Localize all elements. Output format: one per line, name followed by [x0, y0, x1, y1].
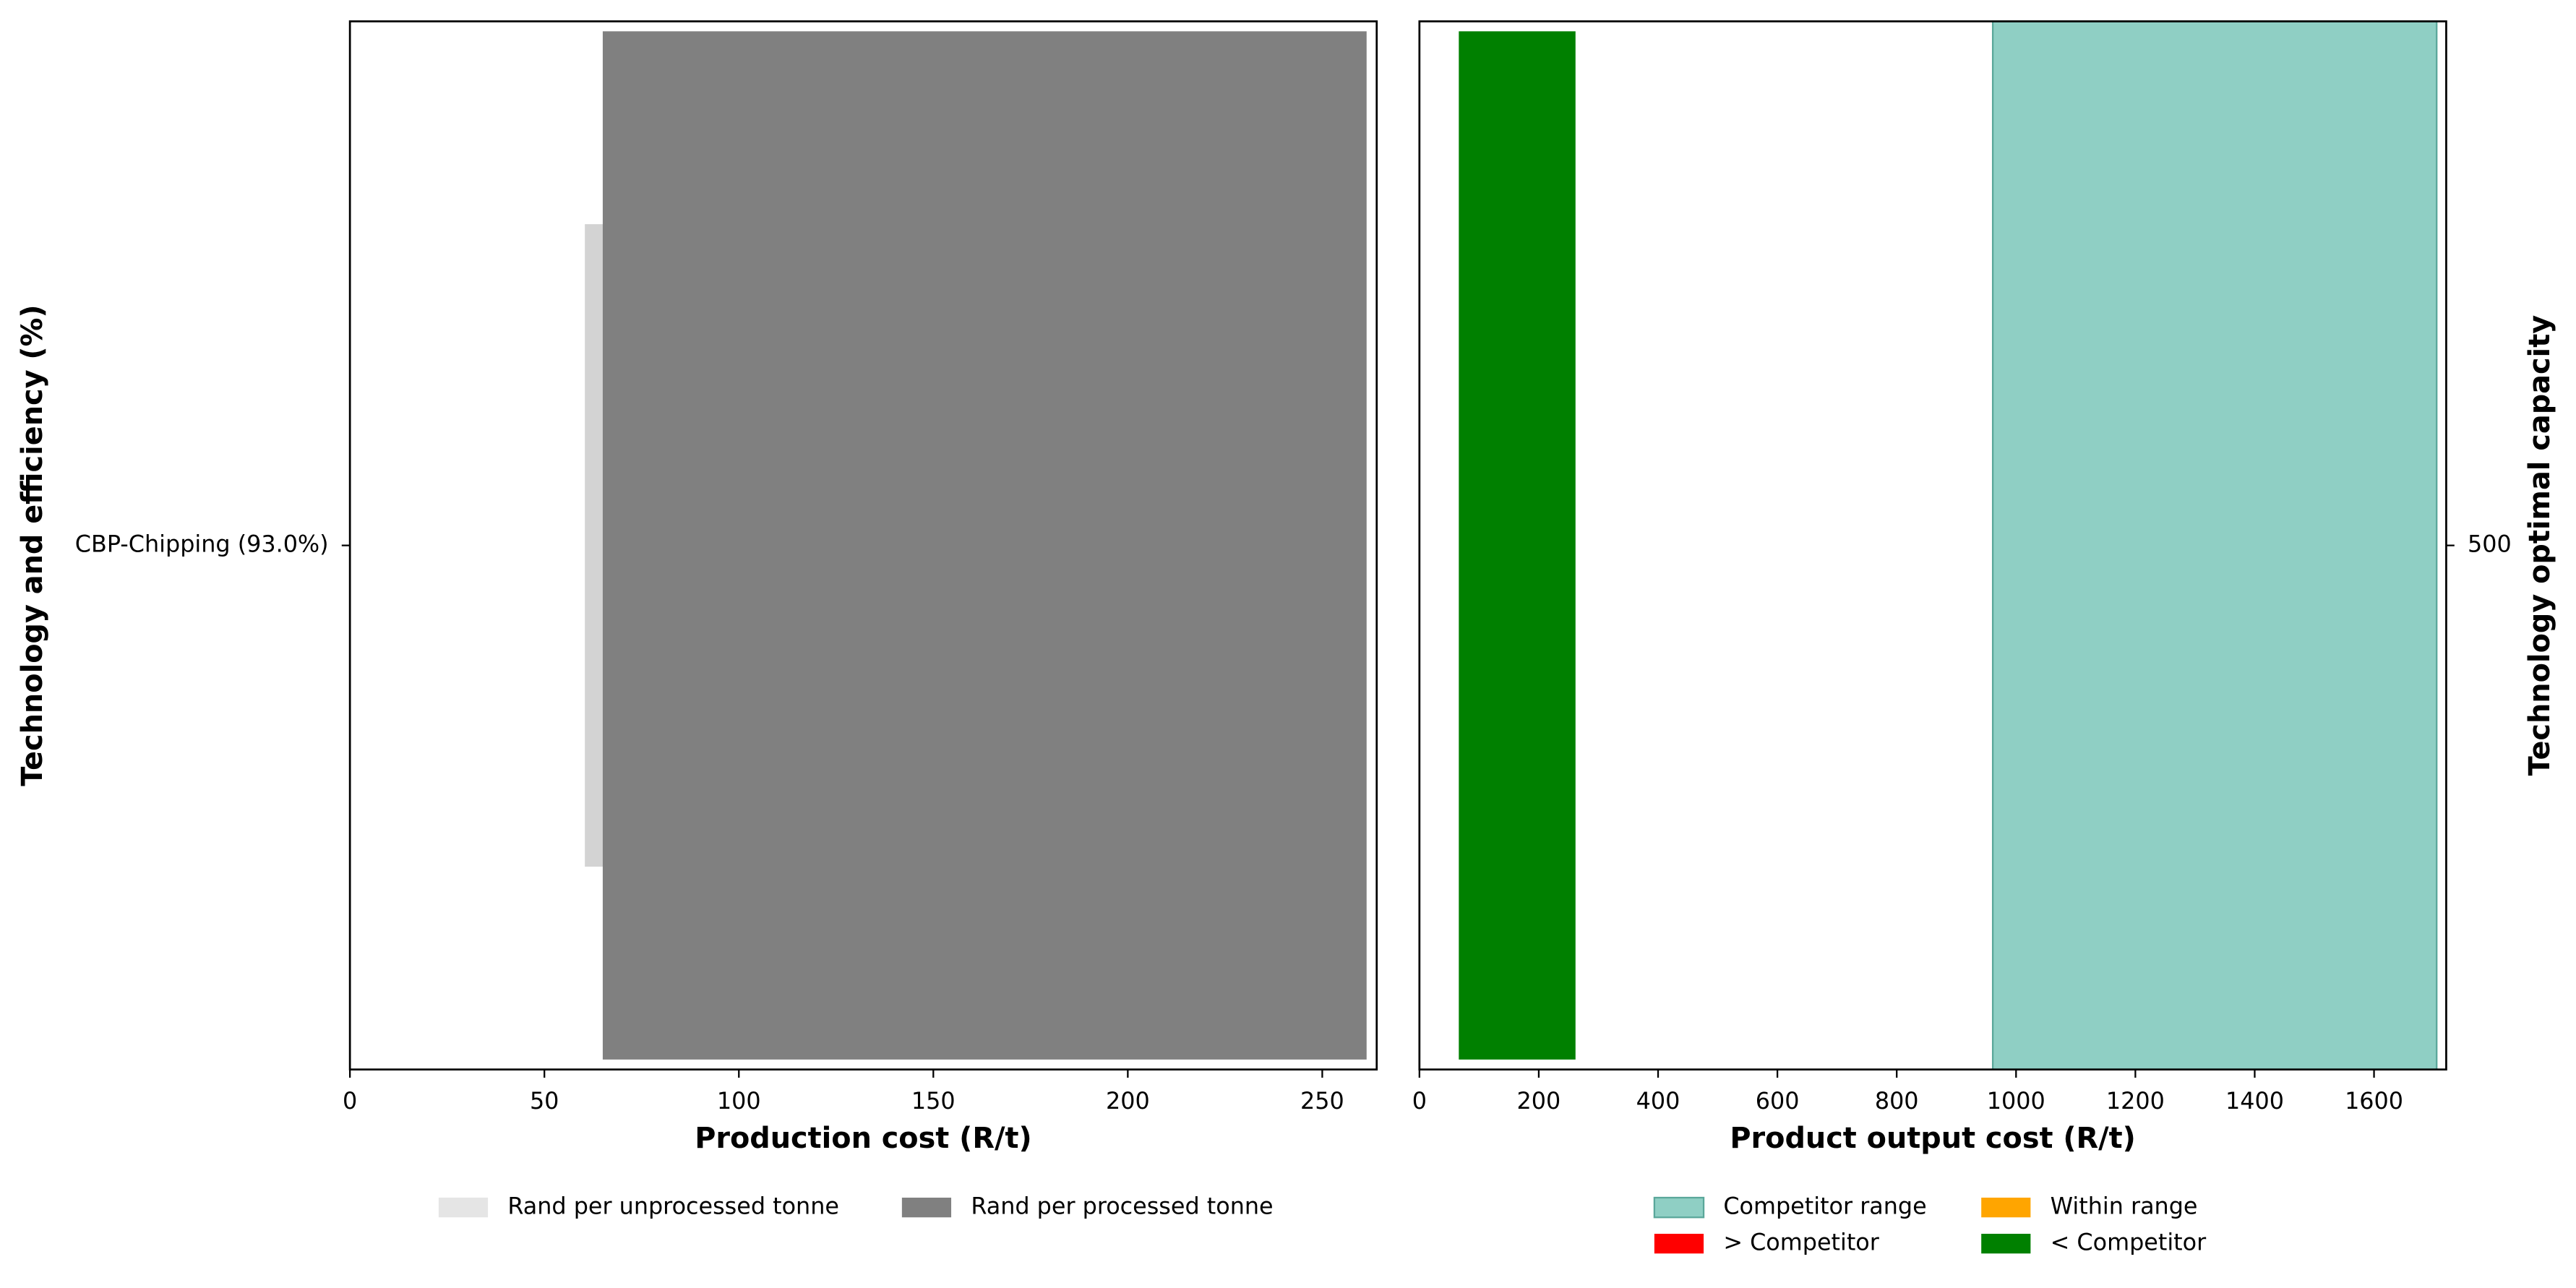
x-tick-label: 1600 — [2345, 1087, 2403, 1115]
legend-swatch — [438, 1197, 489, 1218]
x-axis-label: Product output cost (R/t) — [1730, 1122, 2135, 1155]
legend-swatch — [901, 1197, 952, 1218]
x-tick-label: 100 — [717, 1087, 761, 1115]
legend-label: < Competitor — [2051, 1229, 2207, 1256]
legend-swatch — [1654, 1233, 1704, 1254]
bar — [1459, 31, 1576, 1060]
x-tick-label: 0 — [1412, 1087, 1427, 1115]
y-tick-label: 500 — [2468, 531, 2512, 558]
x-tick-label: 50 — [530, 1087, 559, 1115]
x-tick-label: 0 — [343, 1087, 357, 1115]
x-tick-label: 200 — [1106, 1087, 1150, 1115]
x-tick-label: 150 — [911, 1087, 956, 1115]
legend-swatch — [1981, 1233, 2031, 1254]
x-tick-label: 600 — [1756, 1087, 1800, 1115]
bar — [1991, 20, 2438, 1070]
legend-label: Rand per processed tonne — [971, 1193, 1273, 1220]
legend-label: > Competitor — [1723, 1229, 1879, 1256]
x-tick-label: 200 — [1517, 1087, 1561, 1115]
x-tick-label: 250 — [1300, 1087, 1344, 1115]
x-axis-label: Production cost (R/t) — [695, 1122, 1031, 1155]
legend-label: Within range — [2051, 1193, 2198, 1220]
bar — [602, 31, 1367, 1060]
x-tick-label: 1000 — [1987, 1087, 2045, 1115]
legend-swatch — [1653, 1196, 1705, 1219]
legend-swatch — [1981, 1197, 2031, 1218]
y-axis-label: Technology optimal capacity — [2523, 315, 2556, 776]
legend-label: Competitor range — [1723, 1193, 1926, 1220]
x-tick-label: 800 — [1875, 1087, 1919, 1115]
legend-label: Rand per unprocessed tonne — [507, 1193, 839, 1220]
x-tick-label: 1200 — [2106, 1087, 2165, 1115]
y-axis-label: Technology and efficiency (%) — [16, 304, 49, 786]
x-tick-label: 1400 — [2225, 1087, 2284, 1115]
y-tick-label: CBP-Chipping (93.0%) — [75, 531, 329, 558]
x-tick-label: 400 — [1636, 1087, 1680, 1115]
